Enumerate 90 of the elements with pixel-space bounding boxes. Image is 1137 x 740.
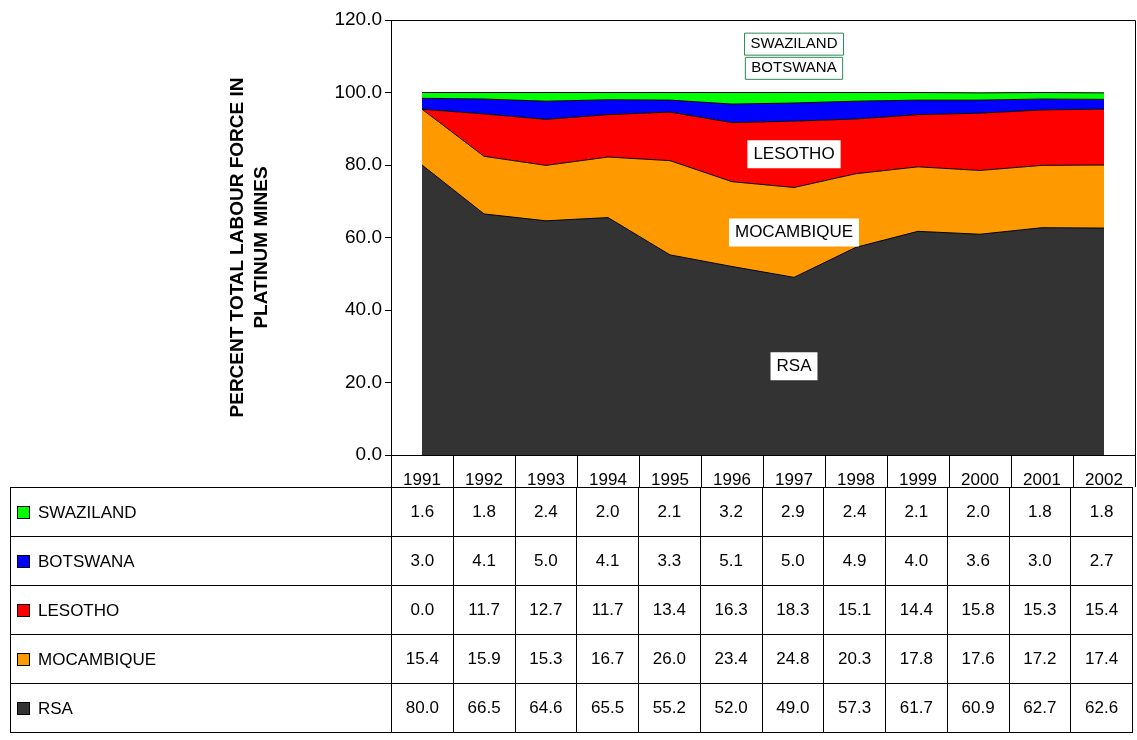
legend-label: BOTSWANA <box>38 551 135 571</box>
x-tick-label: 1995 <box>651 469 689 489</box>
data-label: 15.8 <box>947 585 1009 635</box>
data-label: 4.0 <box>885 536 948 586</box>
x-tick-label: 2001 <box>1023 469 1061 489</box>
data-label: 1.8 <box>1009 487 1071 537</box>
data-label: 4.9 <box>823 536 886 586</box>
y-tick-label: 20.0 <box>345 370 382 392</box>
x-tick-label: 1998 <box>837 469 875 489</box>
data-label: 15.3 <box>1009 585 1071 635</box>
data-label: 2.4 <box>823 487 886 537</box>
data-label: 12.7 <box>515 585 577 635</box>
text: MOCAMBIQUE <box>734 222 854 242</box>
data-label: 2.0 <box>576 487 639 537</box>
x-tick-label: 2000 <box>961 469 999 489</box>
data-label: 60.9 <box>947 683 1009 733</box>
data-label: 2.7 <box>1070 536 1133 586</box>
legend-label: RSA <box>38 698 73 718</box>
legend-label: LESOTHO <box>38 600 120 620</box>
data-label: 61.7 <box>885 683 948 733</box>
data-label: 26.0 <box>638 634 701 684</box>
data-label: 62.7 <box>1009 683 1071 733</box>
data-label: 80.0 <box>391 683 454 733</box>
text: SWAZILAND <box>750 34 838 52</box>
data-label: 49.0 <box>762 683 824 733</box>
x-tick-label: 1997 <box>775 469 813 489</box>
data-label: 4.1 <box>453 536 515 586</box>
data-label: 15.4 <box>1070 585 1133 635</box>
data-label: 15.1 <box>823 585 886 635</box>
data-label: 3.2 <box>700 487 762 537</box>
data-label: 2.1 <box>638 487 701 537</box>
data-label: 5.0 <box>515 536 577 586</box>
data-label: 17.6 <box>947 634 1009 684</box>
legend-label: SWAZILAND <box>38 502 137 522</box>
x-tick-label: 2002 <box>1085 469 1123 489</box>
data-label: 52.0 <box>700 683 762 733</box>
data-label: 3.0 <box>1009 536 1071 586</box>
data-label: 13.4 <box>638 585 701 635</box>
data-label: 4.1 <box>576 536 639 586</box>
data-label: 17.8 <box>885 634 948 684</box>
y-tick-label: 60.0 <box>345 225 382 247</box>
data-label: 1.8 <box>453 487 515 537</box>
data-label: 2.0 <box>947 487 1009 537</box>
data-label: 3.6 <box>947 536 1009 586</box>
data-label: 20.3 <box>823 634 886 684</box>
data-label: 16.7 <box>576 634 639 684</box>
data-label: 66.5 <box>453 683 515 733</box>
data-label: 16.3 <box>700 585 762 635</box>
y-tick-label: 120.0 <box>334 8 382 30</box>
data-label: 11.7 <box>576 585 639 635</box>
data-label: 5.1 <box>700 536 762 586</box>
text: LESOTHO <box>753 143 835 163</box>
x-tick-label: 1991 <box>403 469 441 489</box>
y-axis-title: PERCENT TOTAL LABOUR FORCE IN PLATINUM MINES <box>226 77 272 418</box>
data-label: 15.3 <box>515 634 577 684</box>
data-label: 55.2 <box>638 683 701 733</box>
text: BOTSWANA <box>751 58 837 76</box>
data-label: 15.9 <box>453 634 515 684</box>
x-tick-label: 1996 <box>713 469 751 489</box>
data-label: 2.4 <box>515 487 577 537</box>
x-tick-label: 1994 <box>589 469 627 489</box>
data-label: 1.8 <box>1070 487 1133 537</box>
data-label: 24.8 <box>762 634 824 684</box>
data-label: 2.1 <box>885 487 948 537</box>
data-label: 17.2 <box>1009 634 1071 684</box>
text: RSA <box>776 355 812 375</box>
x-tick-label: 1993 <box>527 469 565 489</box>
x-tick-label: 1992 <box>465 469 503 489</box>
y-tick-label: 0.0 <box>355 443 382 465</box>
y-tick-label: 40.0 <box>345 298 382 320</box>
data-label: 65.5 <box>576 683 639 733</box>
data-label: 62.6 <box>1070 683 1133 733</box>
y-tick-label: 80.0 <box>345 153 382 175</box>
data-label: 14.4 <box>885 585 948 635</box>
data-label: 1.6 <box>391 487 454 537</box>
data-label: 64.6 <box>515 683 577 733</box>
data-label: 5.0 <box>762 536 824 586</box>
legend-label: MOCAMBIQUE <box>38 649 157 669</box>
data-label: 18.3 <box>762 585 824 635</box>
data-label: 57.3 <box>823 683 886 733</box>
data-label: 23.4 <box>700 634 762 684</box>
data-label: 11.7 <box>453 585 515 635</box>
data-label: 0.0 <box>391 585 454 635</box>
data-label: 3.3 <box>638 536 701 586</box>
data-label: 2.9 <box>762 487 824 537</box>
x-tick-label: 1999 <box>899 469 937 489</box>
y-tick-label: 100.0 <box>334 80 382 102</box>
data-label: 17.4 <box>1070 634 1133 684</box>
data-label: 3.0 <box>391 536 454 586</box>
data-label: 15.4 <box>391 634 454 684</box>
